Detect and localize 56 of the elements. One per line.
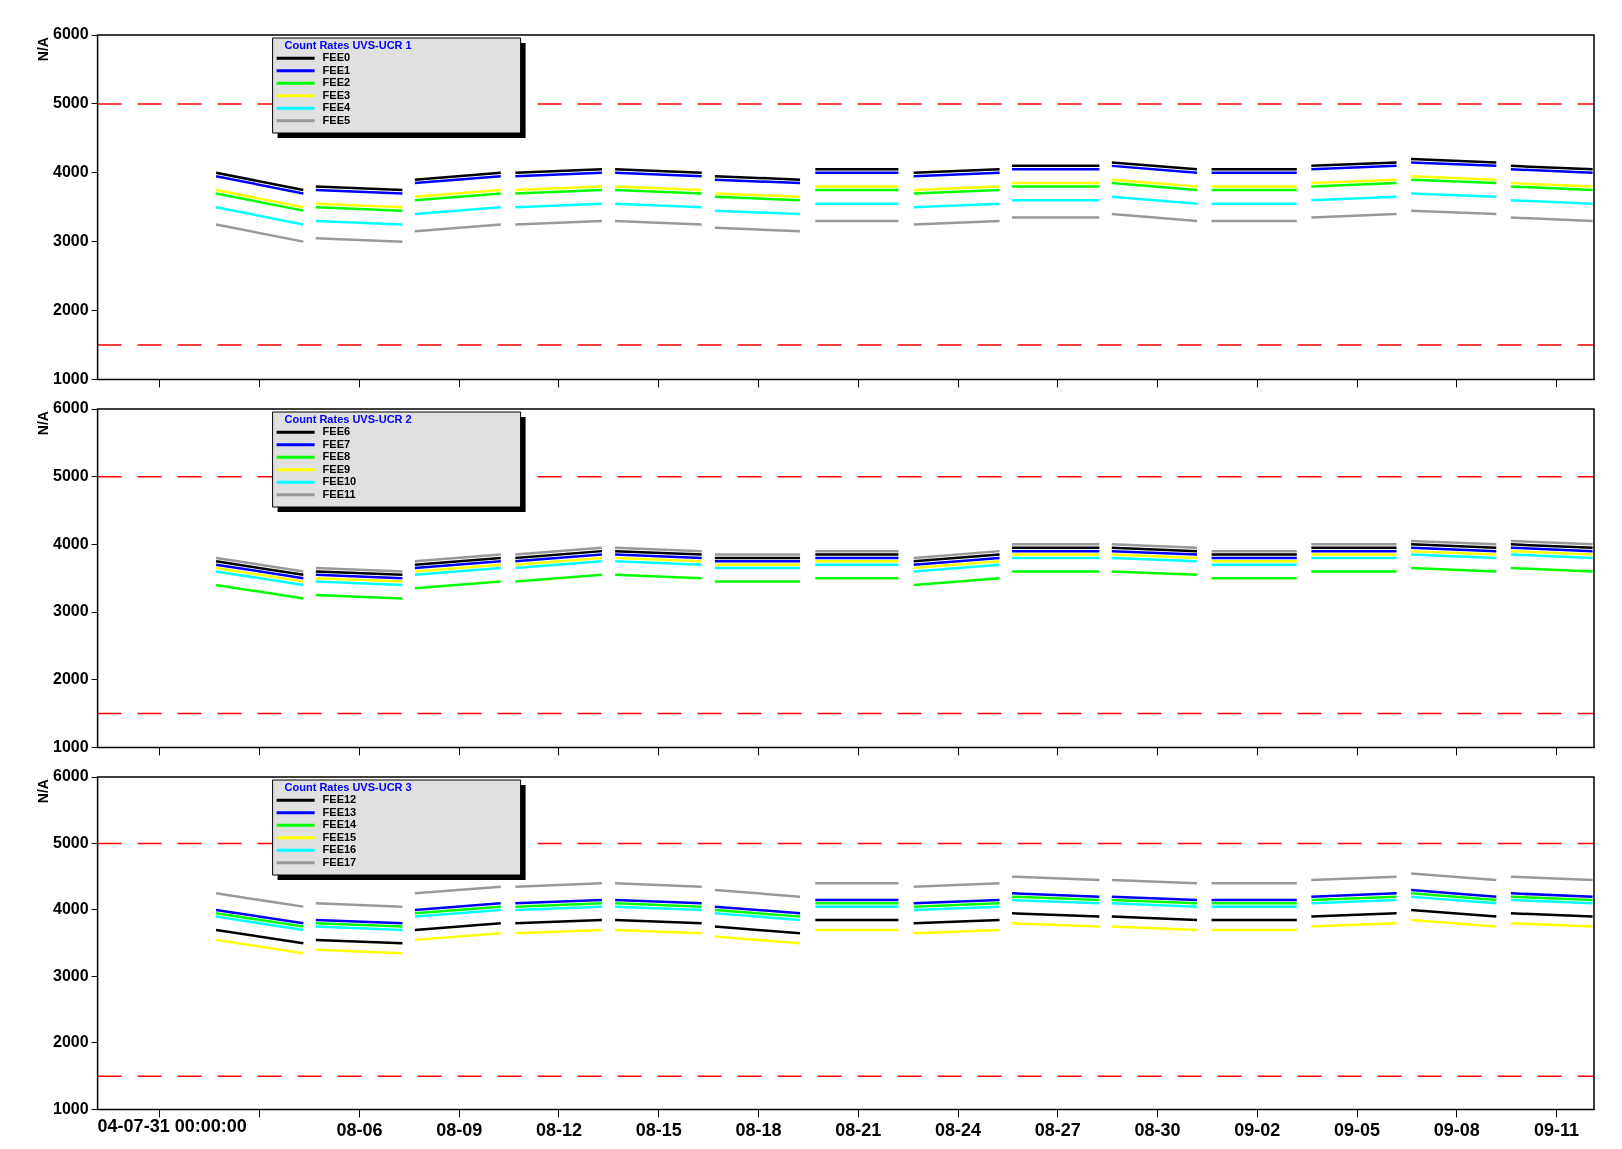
y-tick-label: 4000 [53, 163, 89, 181]
x-tick-label: 09-08 [1433, 1120, 1480, 1141]
y-tick-label: 4000 [53, 534, 89, 552]
x-tick-label: 09-11 [1534, 1120, 1580, 1141]
y-tick-label: 3000 [53, 232, 89, 250]
legend-label: FEE1 [322, 63, 351, 76]
x-tick-label: 08-12 [535, 1120, 583, 1141]
y-tick-label: 1000 [53, 737, 89, 755]
legend-label: FEE17 [322, 855, 357, 868]
x-tick-label: 08-30 [1134, 1120, 1181, 1141]
x-tick-label: 08-24 [935, 1120, 982, 1141]
y-tick-label: 1000 [53, 1099, 89, 1117]
y-axis-title: N/A [34, 411, 51, 436]
y-tick-label: 5000 [53, 94, 89, 112]
y-tick-label: 5000 [53, 833, 89, 851]
legend-label: FEE2 [322, 76, 351, 89]
x-tick-label: 08-27 [1034, 1120, 1081, 1141]
legend-label: FEE6 [322, 425, 351, 438]
legend-label: FEE7 [322, 437, 351, 450]
legend-label: FEE10 [322, 475, 357, 488]
y-tick-label: 2000 [53, 670, 89, 688]
legend-label: FEE8 [322, 450, 351, 463]
y-tick-label: 2000 [53, 1033, 89, 1051]
legend-label: FEE12 [322, 793, 357, 806]
y-tick-label: 6000 [53, 25, 89, 43]
legend-label: FEE16 [322, 843, 357, 856]
y-tick-label: 3000 [53, 602, 89, 620]
x-tick-label: 08-21 [835, 1120, 882, 1141]
y-tick-label: 2000 [53, 300, 89, 318]
x-tick-label: 08-09 [436, 1120, 483, 1141]
x-tick-label: 08-18 [735, 1120, 782, 1141]
x-tick-label: 08-15 [635, 1120, 682, 1141]
text: 04-07-31 00:00:00 [97, 1116, 247, 1137]
legend-label: FEE4 [322, 101, 351, 114]
legend-title: Count Rates UVS-UCR 3 [284, 781, 412, 794]
y-tick-label: 6000 [53, 399, 89, 417]
x-tick-label: 08-06 [336, 1120, 383, 1141]
legend-label: FEE13 [322, 805, 357, 818]
legend-label: FEE3 [322, 88, 351, 101]
y-tick-label: 3000 [53, 966, 89, 984]
legend-title: Count Rates UVS-UCR 2 [284, 413, 412, 426]
y-axis-title: N/A [34, 37, 51, 62]
legend-label: FEE14 [322, 818, 358, 831]
y-tick-label: 1000 [53, 369, 89, 387]
legend-label: FEE5 [322, 113, 351, 126]
x-tick-label: 09-05 [1334, 1120, 1381, 1141]
y-tick-label: 4000 [53, 900, 89, 918]
legend-label: FEE0 [322, 51, 351, 64]
legend-label: FEE11 [322, 487, 356, 500]
x-tick-label: 09-02 [1234, 1120, 1281, 1141]
legend-label: FEE9 [322, 462, 351, 475]
legend-title: Count Rates UVS-UCR 1 [284, 39, 412, 52]
y-tick-label: 6000 [53, 767, 89, 785]
y-tick-label: 5000 [53, 467, 89, 485]
legend-label: FEE15 [322, 830, 357, 843]
y-axis-title: N/A [34, 779, 51, 804]
